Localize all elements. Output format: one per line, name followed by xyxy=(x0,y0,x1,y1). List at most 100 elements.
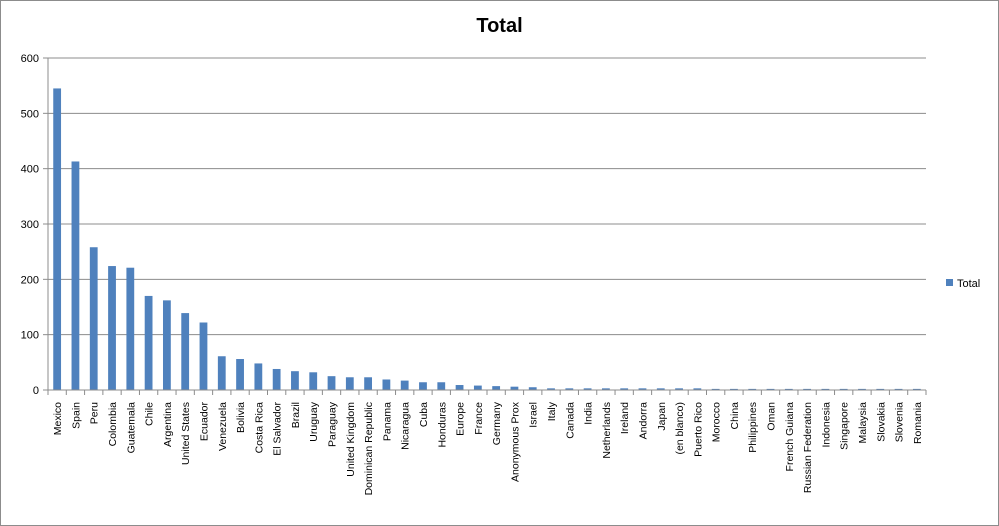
x-axis: Mexico Spain Peru Colombia Guatemala Chile Arg… xyxy=(47,389,927,495)
x-tick-label: French Guiana xyxy=(784,402,796,472)
y-tick-label: 400 xyxy=(21,164,39,176)
y-tick-label: 100 xyxy=(21,330,39,342)
x-tick-label: Israel xyxy=(528,402,540,428)
bar xyxy=(803,388,812,390)
bar xyxy=(327,376,336,390)
x-tick-label: Slovakia xyxy=(875,402,887,442)
x-tick-label: Colombia xyxy=(107,402,119,447)
bar xyxy=(382,379,391,390)
x-tick-label: Ecuador xyxy=(198,401,210,441)
x-tick-label: France xyxy=(473,402,485,435)
x-tick-label: Canada xyxy=(564,402,576,439)
bar xyxy=(162,300,171,390)
bar xyxy=(638,388,647,390)
x-tick-label: Paraguay xyxy=(327,401,339,447)
bar xyxy=(601,388,610,390)
bar xyxy=(547,388,555,390)
x-tick-label: United Kingdom xyxy=(345,402,357,477)
gridlines xyxy=(48,57,926,391)
bar xyxy=(675,388,683,390)
bar xyxy=(656,388,665,390)
x-tick-label: Morocco xyxy=(711,402,723,442)
chart-title: Total xyxy=(476,15,523,37)
bar xyxy=(345,377,354,390)
bar xyxy=(620,388,629,390)
x-tick-label: Ireland xyxy=(619,402,631,434)
bar xyxy=(510,386,519,390)
x-tick-label: Malaysia xyxy=(857,402,869,444)
bar xyxy=(473,385,482,390)
y-tick-label: 200 xyxy=(21,274,39,286)
bar xyxy=(364,377,373,390)
bar xyxy=(693,388,702,390)
x-tick-label: Romania xyxy=(912,402,924,444)
x-tick-label: Peru xyxy=(89,402,101,424)
x-tick-label: Anonymous Prox xyxy=(509,401,521,482)
bar xyxy=(126,267,135,390)
bar xyxy=(912,388,921,390)
x-tick-label: Chile xyxy=(144,402,156,426)
x-tick-label: Brazil xyxy=(290,402,302,428)
x-tick-label: Argentina xyxy=(162,402,174,447)
x-tick-label: Panama xyxy=(381,402,393,441)
x-tick-label: Philippines xyxy=(747,402,759,453)
bar xyxy=(565,388,574,390)
x-tick-label: Nicaragua xyxy=(400,402,412,450)
x-tick-label: Netherlands xyxy=(601,402,613,459)
bar xyxy=(784,388,793,390)
bar xyxy=(108,266,116,390)
y-tick-label: 0 xyxy=(33,385,39,397)
x-tick-label: Slovenia xyxy=(894,402,906,442)
x-tick-label: Japan xyxy=(656,402,668,431)
bar xyxy=(528,387,537,390)
x-tick-label: Andorra xyxy=(637,402,649,440)
bar xyxy=(492,386,501,390)
bar xyxy=(437,382,446,390)
bar xyxy=(894,388,903,390)
bar xyxy=(730,388,738,390)
y-tick-label: 600 xyxy=(21,53,39,65)
legend-swatch xyxy=(946,279,953,286)
bar xyxy=(291,371,299,390)
x-tick-label: Venezuela xyxy=(217,402,229,451)
x-tick-label: Germany xyxy=(491,401,503,445)
x-tick-label: India xyxy=(583,402,595,425)
bar xyxy=(821,388,830,390)
bar xyxy=(199,322,208,390)
bar xyxy=(766,388,775,390)
legend-label: Total xyxy=(957,278,980,290)
bar xyxy=(181,313,190,390)
bar xyxy=(419,382,427,390)
bar xyxy=(400,380,409,390)
bar xyxy=(309,372,318,390)
x-tick-label: Indonesia xyxy=(820,402,832,448)
x-tick-label: Spain xyxy=(70,402,82,429)
bar xyxy=(748,388,757,390)
bars xyxy=(53,88,921,390)
x-tick-label: Oman xyxy=(766,402,778,431)
bar xyxy=(89,247,98,390)
x-tick-label: Bolivia xyxy=(235,402,247,433)
bar xyxy=(583,388,592,390)
bar xyxy=(876,388,885,390)
bar xyxy=(144,295,153,390)
x-tick-label: Uruguay xyxy=(308,401,320,441)
x-tick-label: (en blanco) xyxy=(674,402,686,455)
x-tick-label: Europe xyxy=(455,402,467,436)
bar xyxy=(53,88,62,390)
x-tick-label: Honduras xyxy=(436,402,448,448)
x-tick-label: Cuba xyxy=(418,402,430,427)
legend: Total xyxy=(946,278,980,290)
x-tick-label: China xyxy=(729,402,741,430)
bar xyxy=(711,388,720,390)
bar xyxy=(71,161,80,390)
y-axis: 0 100 200 300 400 500 600 xyxy=(21,53,49,397)
y-tick-label: 300 xyxy=(21,219,39,231)
x-tick-label: Mexico xyxy=(52,402,64,435)
bar xyxy=(217,356,226,390)
bar xyxy=(254,363,263,390)
x-tick-label: Costa Rica xyxy=(253,402,265,454)
x-tick-label: Italy xyxy=(546,401,558,421)
